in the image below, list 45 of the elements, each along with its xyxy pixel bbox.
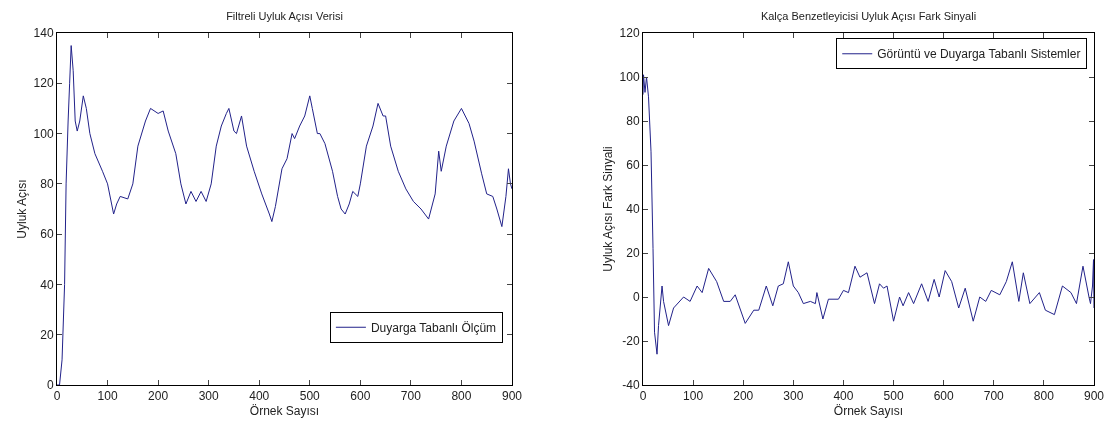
y-axis-title: Uyluk Açısı Fark Sinyali <box>600 146 615 272</box>
y-tick-label: 80 <box>626 114 640 129</box>
y-tick-label: -40 <box>622 378 640 393</box>
x-tick-label: 100 <box>97 389 118 404</box>
legend-label: Duyarga Tabanlı Ölçüm <box>370 320 497 335</box>
x-tick-label: 400 <box>249 389 270 404</box>
x-tick-label: 300 <box>783 389 804 404</box>
y-tick-label: 40 <box>626 202 640 217</box>
x-tick-label: 100 <box>683 389 704 404</box>
y-tick-label: 100 <box>33 126 54 141</box>
line-series <box>643 74 1094 355</box>
y-tick-label: 0 <box>46 378 54 393</box>
y-tick-label: 100 <box>619 70 640 85</box>
x-tick-label: 800 <box>451 389 472 404</box>
x-tick-label: 500 <box>299 389 321 404</box>
y-tick-label: 120 <box>33 76 54 91</box>
y-tick-label: 120 <box>619 26 640 41</box>
x-tick-label: 300 <box>198 389 219 404</box>
y-tick-label: 60 <box>40 227 54 242</box>
x-tick-label: 600 <box>933 389 954 404</box>
x-tick-label: 600 <box>350 389 371 404</box>
x-tick-label: 700 <box>983 389 1005 404</box>
chart-title: Filtreli Uyluk Açısı Verisi <box>226 9 343 22</box>
y-tick-label: 140 <box>33 26 54 41</box>
y-tick-label: 0 <box>632 290 640 305</box>
y-tick-label: 20 <box>40 327 54 342</box>
x-tick-label: 200 <box>733 389 754 404</box>
x-tick-label: 200 <box>148 389 169 404</box>
x-axis-title: Örnek Sayısı <box>249 404 320 419</box>
y-tick-label: -20 <box>622 334 640 349</box>
x-tick-label: 900 <box>501 389 523 404</box>
x-tick-label: 400 <box>833 389 854 404</box>
y-tick-label: 80 <box>40 177 54 192</box>
x-tick-label: 500 <box>883 389 904 404</box>
x-tick-label: 900 <box>1083 389 1105 404</box>
line-series <box>57 45 512 385</box>
x-tick-label: 700 <box>400 389 422 404</box>
x-tick-label: 800 <box>1033 389 1055 404</box>
legend-label: Görüntü ve Duyarga Tabanlı Sistemler <box>877 47 1081 62</box>
chart-title: Kalça Benzetleyicisi Uyluk Açısı Fark Sinyali <box>760 9 977 22</box>
x-axis-title: Örnek Sayısı <box>833 404 904 419</box>
y-tick-label: 60 <box>626 158 640 173</box>
y-tick-label: 20 <box>626 246 640 261</box>
y-axis-title: Uyluk Açısı <box>14 179 29 239</box>
y-tick-label: 40 <box>40 277 54 292</box>
